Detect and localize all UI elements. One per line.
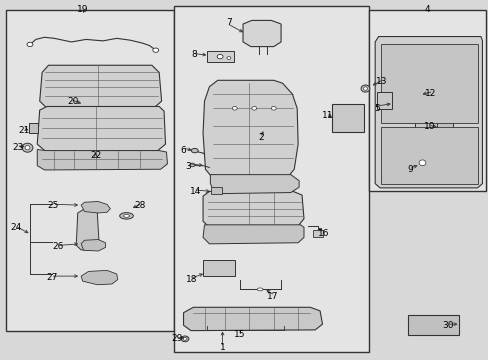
Text: 17: 17 [266, 292, 278, 301]
Text: 9: 9 [407, 165, 412, 174]
Ellipse shape [217, 54, 223, 59]
Text: 3: 3 [185, 162, 191, 171]
Ellipse shape [25, 145, 30, 150]
Polygon shape [37, 149, 167, 170]
Polygon shape [210, 175, 299, 194]
Text: 2: 2 [258, 133, 264, 142]
Ellipse shape [418, 160, 425, 166]
Bar [376, 92, 391, 109]
Text: 22: 22 [90, 151, 101, 160]
Bar [312, 230, 323, 237]
Bar [436, 120, 452, 137]
Bar [407, 315, 458, 335]
Ellipse shape [232, 107, 237, 110]
Polygon shape [40, 65, 161, 108]
Polygon shape [81, 270, 118, 285]
Text: 28: 28 [134, 201, 145, 210]
Text: 19: 19 [77, 5, 88, 14]
Text: 20: 20 [67, 97, 79, 106]
Text: 27: 27 [46, 273, 58, 282]
Text: 10: 10 [423, 122, 435, 131]
Polygon shape [183, 307, 322, 330]
Bar [203, 260, 234, 276]
Bar [368, 10, 485, 191]
Bar [414, 101, 438, 134]
Ellipse shape [257, 288, 263, 291]
Polygon shape [37, 107, 165, 151]
Polygon shape [81, 202, 110, 213]
Text: 23: 23 [12, 143, 23, 152]
Text: 30: 30 [442, 321, 453, 330]
Bar [5, 10, 173, 330]
Text: 5: 5 [373, 104, 379, 113]
Bar [211, 187, 222, 194]
Bar [331, 104, 363, 132]
Polygon shape [380, 127, 477, 184]
Text: 21: 21 [19, 126, 30, 135]
Polygon shape [203, 192, 304, 227]
Text: 18: 18 [186, 275, 197, 284]
Ellipse shape [415, 157, 428, 168]
Ellipse shape [226, 57, 230, 59]
Ellipse shape [251, 107, 256, 110]
Ellipse shape [189, 163, 194, 167]
Ellipse shape [271, 107, 276, 110]
Polygon shape [243, 21, 281, 46]
Text: 6: 6 [180, 146, 186, 155]
Ellipse shape [22, 143, 33, 152]
Polygon shape [81, 239, 105, 251]
Ellipse shape [191, 148, 198, 153]
Bar [29, 123, 38, 134]
Ellipse shape [360, 85, 369, 92]
Polygon shape [203, 225, 304, 244]
Text: 11: 11 [321, 111, 332, 120]
Text: 15: 15 [233, 330, 245, 339]
Text: 7: 7 [225, 18, 231, 27]
Text: 4: 4 [424, 5, 429, 14]
Text: 26: 26 [52, 242, 64, 251]
Polygon shape [374, 37, 482, 188]
Text: 12: 12 [424, 89, 436, 98]
Ellipse shape [363, 87, 366, 90]
Ellipse shape [183, 337, 186, 340]
Bar [173, 6, 368, 352]
Text: 13: 13 [375, 77, 387, 86]
Ellipse shape [120, 213, 133, 219]
Text: 8: 8 [191, 50, 197, 59]
Bar [206, 51, 233, 62]
Polygon shape [380, 44, 477, 123]
Polygon shape [76, 209, 99, 250]
Text: 25: 25 [47, 201, 59, 210]
Polygon shape [203, 80, 298, 178]
Text: 14: 14 [190, 187, 201, 196]
Text: 1: 1 [219, 343, 225, 352]
Text: 29: 29 [171, 334, 183, 343]
Ellipse shape [123, 215, 129, 217]
Text: 24: 24 [11, 223, 22, 232]
Text: 16: 16 [317, 229, 328, 238]
Ellipse shape [153, 48, 158, 52]
Ellipse shape [27, 42, 33, 46]
Ellipse shape [181, 336, 188, 342]
